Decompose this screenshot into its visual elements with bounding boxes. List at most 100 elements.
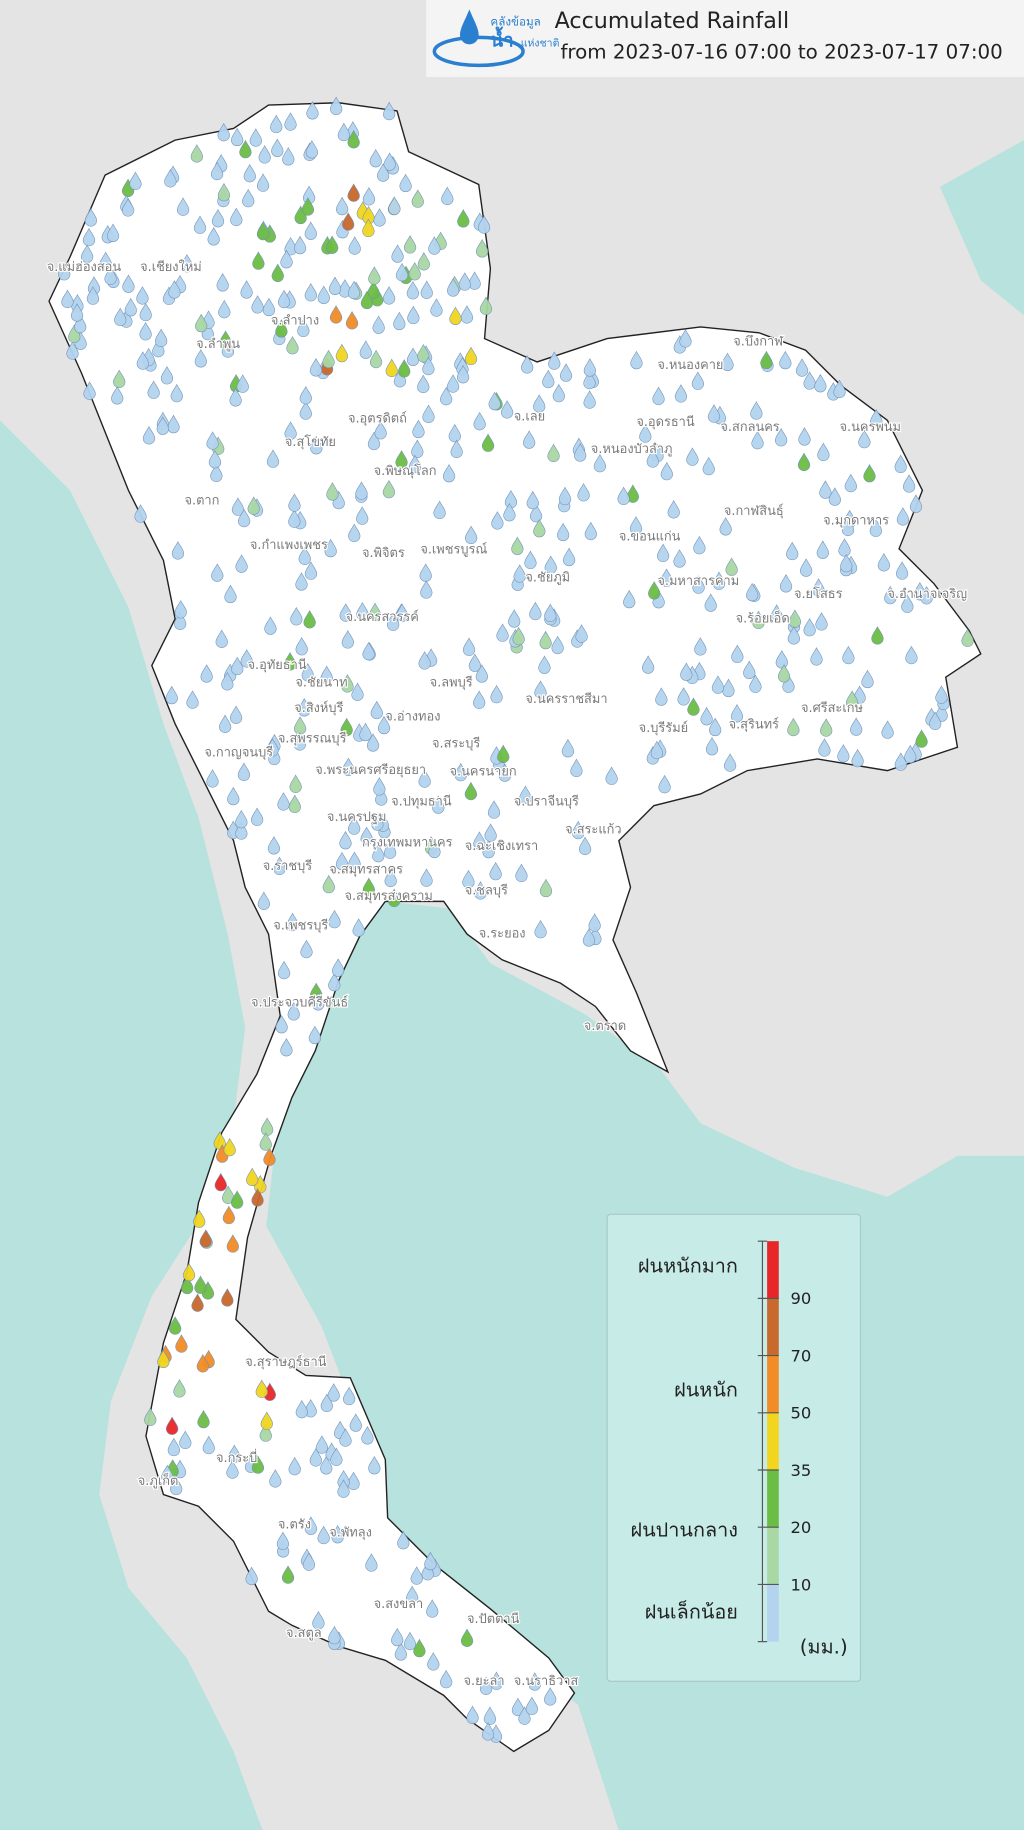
station-marker (206, 769, 219, 788)
province-label: จ.อ่างทอง (385, 709, 440, 724)
province-label: จ.สิงห์บุรี (294, 700, 343, 716)
station-marker (342, 1386, 356, 1406)
station-marker (411, 439, 424, 458)
station-marker (255, 1379, 268, 1398)
station-marker (283, 652, 297, 671)
station-marker (139, 302, 152, 322)
station-marker (328, 276, 342, 295)
province-label: จ.นครปฐม (327, 810, 387, 825)
logo-text: คลังข้อมูล (490, 15, 540, 30)
station-marker (693, 535, 706, 555)
station-marker (403, 1631, 417, 1651)
station-marker (211, 563, 224, 582)
station-marker (372, 843, 385, 863)
station-marker (298, 546, 311, 565)
station-marker (650, 740, 664, 760)
station-marker (252, 251, 265, 270)
station-marker (284, 236, 297, 256)
station-marker (479, 296, 493, 315)
station-marker (462, 637, 476, 656)
legend-color-band (767, 1241, 779, 1299)
station-marker (298, 698, 311, 717)
station-marker (464, 781, 478, 801)
station-marker (523, 430, 536, 449)
station-marker (154, 328, 168, 348)
station-marker (427, 1652, 440, 1671)
station-marker (895, 561, 909, 580)
station-marker (799, 558, 813, 577)
station-marker (136, 351, 149, 370)
province-label: จ.กำแพงเพชร (250, 538, 328, 553)
station-marker (383, 152, 396, 171)
station-marker (519, 785, 532, 804)
province-label: จ.ปัตตานี (467, 1612, 520, 1627)
station-marker (441, 186, 454, 206)
station-marker (694, 637, 707, 656)
station-marker (420, 580, 433, 599)
station-marker (617, 486, 630, 506)
station-marker (136, 286, 149, 305)
station-marker (722, 678, 735, 698)
station-marker (511, 536, 524, 556)
station-marker (134, 504, 147, 523)
station-marker (583, 358, 597, 377)
station-marker (226, 1234, 239, 1253)
station-marker (345, 310, 359, 330)
province-label: จ.สุพรรณบุรี (278, 732, 347, 747)
station-marker (288, 493, 301, 512)
station-marker (406, 280, 419, 300)
station-marker (251, 1455, 265, 1474)
station-marker (320, 1456, 333, 1475)
station-marker (347, 280, 361, 300)
station-marker (460, 1628, 474, 1647)
station-marker (395, 262, 409, 282)
station-marker (411, 189, 424, 208)
station-marker (538, 655, 551, 674)
station-marker (572, 820, 585, 840)
station-marker (174, 599, 187, 619)
province-label: จ.นครราชสีมา (525, 692, 607, 707)
province-label: จ.สระบุรี (432, 736, 480, 751)
station-marker (561, 738, 575, 758)
station-marker (815, 612, 828, 631)
station-marker (902, 474, 916, 493)
station-marker (196, 1353, 209, 1373)
station-marker (450, 439, 463, 459)
station-marker (339, 830, 352, 850)
station-marker (231, 1190, 244, 1209)
province-label: จ.สกลนคร (720, 420, 779, 435)
legend-unit: (มม.) (800, 1635, 848, 1658)
station-marker (341, 674, 354, 693)
station-marker (104, 266, 117, 285)
province-label: จ.พิจิตร (362, 546, 405, 561)
station-marker (362, 186, 376, 206)
province-label: จ.ตราด (584, 1019, 626, 1034)
station-marker (547, 443, 560, 463)
province-label: จ.อำนาจเจริญ (887, 587, 967, 602)
province-label: จ.มุกดาหาร (823, 513, 889, 528)
station-marker (500, 400, 514, 419)
station-marker (417, 374, 430, 394)
station-marker (508, 609, 521, 628)
station-marker (639, 424, 652, 443)
station-marker (711, 675, 725, 694)
station-marker (348, 523, 361, 543)
station-marker (398, 359, 411, 378)
station-marker (256, 221, 270, 241)
station-marker (440, 1669, 453, 1689)
station-marker (723, 753, 737, 772)
station-marker (301, 663, 314, 682)
station-marker (559, 363, 573, 382)
station-marker (235, 821, 248, 840)
station-marker (477, 215, 491, 234)
station-marker (894, 454, 907, 474)
province-label: จ.สุราษฎร์ธานี (245, 1354, 327, 1370)
station-marker (360, 826, 373, 846)
station-marker (293, 732, 306, 751)
station-marker (702, 456, 715, 476)
legend-tick-label: 10 (790, 1575, 811, 1594)
station-marker (406, 1585, 419, 1605)
legend-color-band (767, 1355, 779, 1413)
station-marker (367, 431, 381, 451)
